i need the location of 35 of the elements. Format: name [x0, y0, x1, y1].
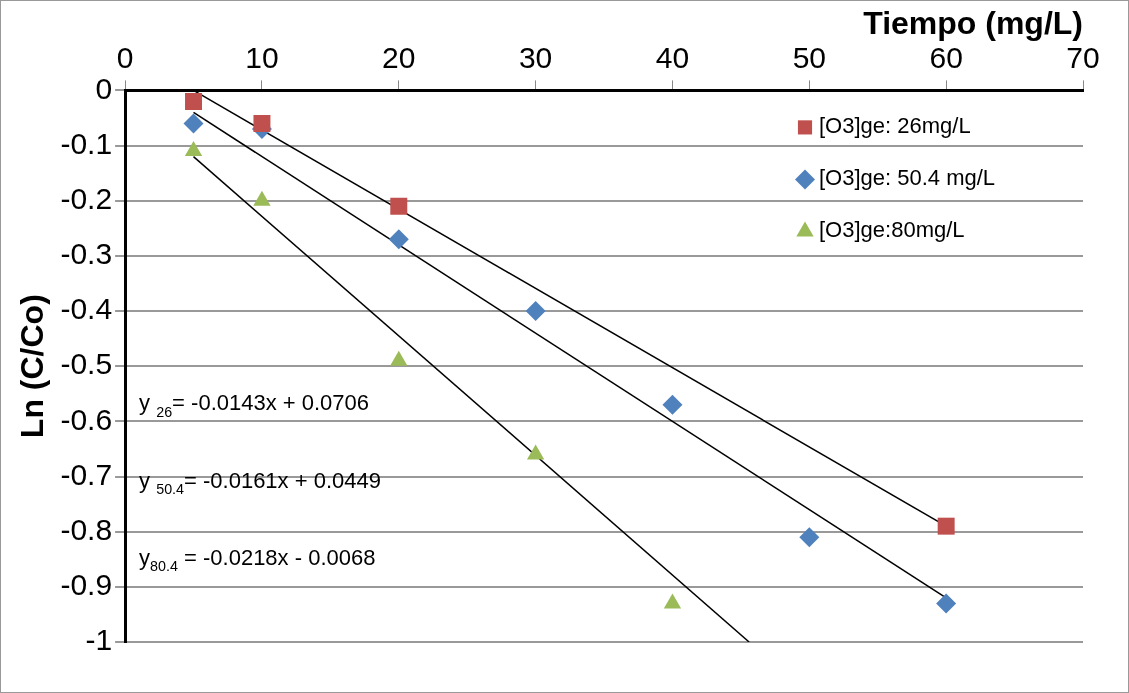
- y-tick-label: -0.3: [60, 237, 113, 271]
- y-tick-label: -0.8: [60, 512, 113, 546]
- y-tick-label: -1: [85, 623, 113, 657]
- y-tick-label: -0.6: [60, 402, 113, 436]
- point: [390, 197, 408, 215]
- y-tick-label: -0.5: [60, 347, 113, 381]
- x-tick-label: 30: [518, 40, 553, 74]
- legend-label: [O3]ge: 50.4 mg/L: [819, 165, 996, 191]
- legend-label: [O3]ge: 26mg/L: [819, 113, 971, 139]
- point: [185, 92, 202, 110]
- y-axis-title: Ln (C/Co): [14, 294, 51, 439]
- point: [525, 301, 546, 322]
- y-tick-label: -0.4: [60, 292, 113, 326]
- point: [183, 113, 204, 134]
- point: [253, 115, 271, 132]
- x-tick-label: 60: [929, 40, 963, 74]
- x-tick-label: 40: [655, 40, 690, 74]
- point: [184, 141, 203, 157]
- y-tick-label: -0.2: [60, 181, 113, 215]
- x-tick-label: 0: [116, 40, 134, 74]
- y-tick-label: -0.9: [60, 568, 113, 602]
- x-tick-label: 70: [1066, 40, 1100, 74]
- legend-label: [O3]ge:80mg/L: [819, 217, 965, 243]
- y-tick-label: -0.7: [60, 457, 113, 491]
- x-tick-label: 10: [245, 40, 279, 74]
- point: [936, 593, 957, 614]
- point: [937, 517, 955, 535]
- point: [662, 394, 683, 415]
- point: [799, 527, 820, 548]
- x-tick-label: 20: [382, 40, 416, 74]
- x-tick-label: 50: [792, 40, 826, 74]
- point: [388, 229, 409, 250]
- x-axis-title: Tiempo (mg/L): [863, 5, 1083, 42]
- y-tick-label: -0.1: [60, 126, 113, 160]
- y-tick-label: 0: [95, 71, 113, 105]
